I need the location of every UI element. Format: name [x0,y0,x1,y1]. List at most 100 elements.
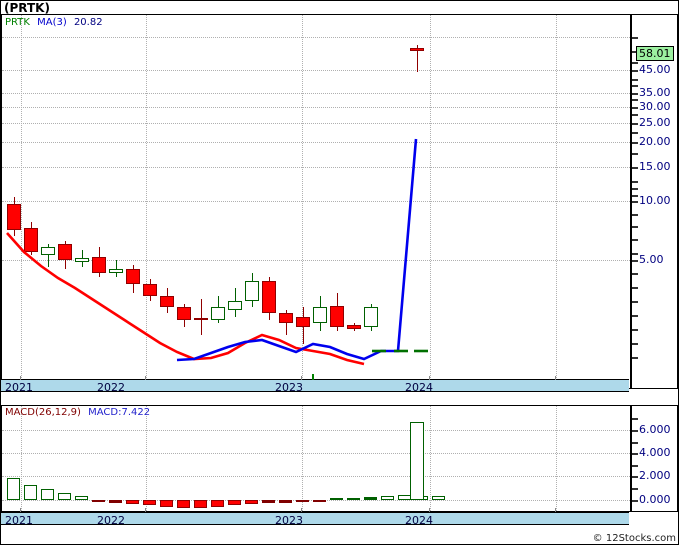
candle-body [410,48,424,52]
price-axis-label: 45.00 [639,63,671,76]
candle-wick [417,45,418,72]
price-gridline [2,123,630,124]
macd-axis-minor-tick [632,488,638,490]
moving-average-overlay [6,138,428,366]
macd-histogram-bar [126,500,139,504]
date-axis-label: 2023 [275,381,303,394]
price-axis-minor-tick [632,195,638,197]
date-tick [20,508,21,512]
price-axis-tick [632,201,638,203]
date-tick [145,376,146,380]
date-axis-label: 2021 [5,514,33,527]
date-axis-label: 2022 [97,514,125,527]
candle-body [177,307,191,320]
candle-body [24,228,38,252]
candle-body [245,281,259,302]
price-axis-minor-tick [632,99,638,101]
candle-body [75,258,89,262]
date-axis-label: 2022 [97,381,125,394]
price-legend: PRTK MA(3) 20.82 [5,17,107,28]
macd-plot-area[interactable]: 6.000 4.000 2.000 0.000 [2,406,677,511]
price-axis-label: 15.00 [639,160,671,173]
price-gridline [2,142,630,143]
price-axis-label: 35.00 [639,86,671,99]
date-tick [555,508,556,512]
price-gridline [2,107,630,108]
candle-wick [201,298,202,335]
candle-body [143,283,157,296]
macd-axis-tick [632,453,638,455]
price-axis-minor-tick [632,287,638,289]
candle-body [126,269,140,284]
price-axis-minor-tick [632,329,638,331]
macd-legend-value: MACD:7.422 [88,407,151,418]
date-tick [555,376,556,380]
last-price-badge: 58.01 [636,46,674,61]
macd-histogram-bar [313,500,326,502]
macd-histogram-bar [92,500,105,502]
price-axis-line [630,15,632,388]
macd-histogram-bar [177,500,190,508]
price-axis-label: 25.00 [639,116,671,129]
macd-axis-minor-tick [632,465,638,467]
date-axis-macd: 2021 2022 2023 2024 [1,512,629,527]
macd-vertical-gridline [21,406,22,511]
price-gridline [2,201,630,202]
candle-body [262,281,276,314]
macd-histogram-bar [58,493,71,500]
macd-gridline [2,430,630,431]
macd-histogram-bar [24,485,37,500]
macd-histogram-bar [75,496,88,500]
price-gridline [2,167,630,168]
macd-histogram-bar [143,500,156,505]
date-axis-label: 2021 [5,381,33,394]
price-vertical-gridline [430,15,431,388]
price-axis-minor-tick [632,239,638,241]
macd-axis-label: 0.000 [639,493,671,506]
price-axis-label: 5.00 [639,253,664,266]
price-axis-minor-tick [632,226,638,228]
price-axis-tick [632,142,638,144]
price-axis-minor-tick [632,62,638,64]
date-tick [301,376,302,380]
candle-body [313,307,327,324]
candle-body [160,295,174,308]
price-plot-area[interactable]: 45.00 35.00 30.00 25.00 20.00 15.00 10.00 5.00 [2,15,677,388]
macd-axis-tick [632,476,638,478]
candle-body [347,325,361,330]
macd-histogram-bar [194,500,207,508]
macd-histogram-bar [279,500,292,503]
date-axis-label: 2024 [405,514,433,527]
date-tick [429,508,430,512]
candle-body [330,305,344,328]
macd-histogram-bar [330,498,343,500]
macd-histogram-bar [364,497,377,500]
price-axis-minor-tick [632,214,638,216]
price-chart-panel[interactable]: 45.00 35.00 30.00 25.00 20.00 15.00 10.00 5.00 … [1,14,678,389]
price-axis-minor-tick [632,273,638,275]
price-gridline [2,37,630,38]
date-tick [145,508,146,512]
page-title: (PRTK) [4,1,50,15]
macd-vertical-gridline [430,406,431,511]
price-axis-minor-tick [632,51,638,53]
candle-body [228,301,242,311]
price-vertical-gridline [21,15,22,388]
legend-symbol: PRTK [5,17,30,28]
macd-histogram-bar [262,500,275,503]
macd-legend-label: MACD(26,12,9) [5,407,81,418]
candle-body [296,316,310,328]
macd-axis-label: 4.000 [639,446,671,459]
legend-ma-label: MA(3) [37,17,67,28]
macd-vertical-gridline [146,406,147,511]
macd-axis-tick [632,430,638,432]
date-tick [20,376,21,380]
macd-chart-panel[interactable]: 6.000 4.000 2.000 0.000 MACD(26,12,9) MACD:… [1,405,678,512]
macd-vertical-gridline [556,406,557,511]
candle-body [194,318,208,321]
macd-histogram-bar [228,500,241,505]
price-axis-minor-tick [632,153,638,155]
current-date-marker [312,374,314,380]
price-axis-tick [632,167,638,169]
